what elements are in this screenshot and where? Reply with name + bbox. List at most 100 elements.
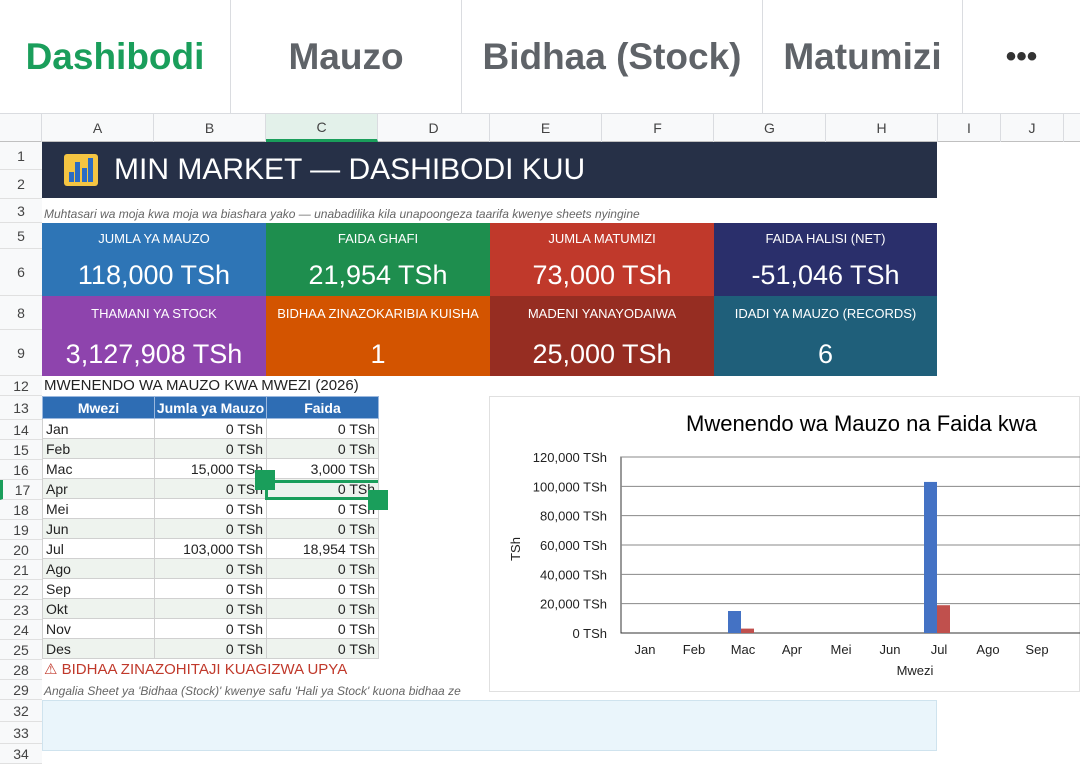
column-header-i[interactable]: I	[938, 114, 1001, 142]
cell-month[interactable]: Sep	[42, 578, 155, 599]
select-all-corner[interactable]	[0, 114, 42, 142]
cell-month[interactable]: Feb	[42, 438, 155, 459]
row-header[interactable]: 12	[0, 376, 42, 396]
column-header-j[interactable]: J	[1001, 114, 1064, 142]
cell-month[interactable]: Des	[42, 638, 155, 659]
row-header[interactable]: 21	[0, 560, 42, 580]
cell-profit[interactable]: 0 TSh	[266, 438, 379, 459]
row-header[interactable]: 22	[0, 580, 42, 600]
column-header-c[interactable]: C	[266, 114, 378, 142]
row-header[interactable]: 2	[0, 170, 42, 199]
column-header-f[interactable]: F	[602, 114, 714, 142]
row-header[interactable]: 19	[0, 520, 42, 540]
cell-month[interactable]: Nov	[42, 618, 155, 639]
cell-month[interactable]: Apr	[42, 478, 155, 499]
cell-profit[interactable]: 0 TSh	[266, 638, 379, 659]
cell-month[interactable]: Mac	[42, 458, 155, 479]
column-header-e[interactable]: E	[490, 114, 602, 142]
cell-sales[interactable]: 0 TSh	[154, 558, 267, 579]
row-header[interactable]: 15	[0, 440, 42, 460]
row-header[interactable]: 23	[0, 600, 42, 620]
cell-profit[interactable]: 18,954 TSh	[266, 538, 379, 559]
cell-month[interactable]: Okt	[42, 598, 155, 619]
reorder-warning-note[interactable]: Angalia Sheet ya 'Bidhaa (Stock)' kwenye…	[44, 684, 461, 698]
reorder-list-area[interactable]	[42, 700, 937, 751]
kpi-card-bidhaa-karibia-kuisha[interactable]: BIDHAA ZINAZOKARIBIA KUISHA 1	[266, 296, 490, 376]
cell-sales[interactable]: 0 TSh	[154, 438, 267, 459]
row-header[interactable]: 5	[0, 223, 42, 249]
row-header[interactable]: 9	[0, 330, 42, 376]
cell-sales[interactable]: 0 TSh	[154, 598, 267, 619]
cell-month[interactable]: Ago	[42, 558, 155, 579]
table-header[interactable]: Jumla ya Mauzo	[154, 396, 267, 419]
row-header[interactable]: 16	[0, 460, 42, 480]
row-header[interactable]: 1	[0, 142, 42, 170]
selection-handle-right[interactable]	[368, 490, 388, 510]
table-header[interactable]: Faida	[266, 396, 379, 419]
row-header[interactable]: 24	[0, 620, 42, 640]
cell-month[interactable]: Jul	[42, 538, 155, 559]
row-header[interactable]: 6	[0, 249, 42, 296]
row-header[interactable]: 32	[0, 700, 42, 722]
more-tabs-icon[interactable]: •••	[1005, 40, 1038, 73]
chart-bar[interactable]	[741, 628, 754, 633]
cell-sales[interactable]: 0 TSh	[154, 478, 267, 499]
cell-sales[interactable]: 103,000 TSh	[154, 538, 267, 559]
cell-month[interactable]: Mei	[42, 498, 155, 519]
row-header[interactable]: 14	[0, 420, 42, 440]
monthly-section-title[interactable]: MWENENDO WA MAUZO KWA MWEZI (2026)	[44, 377, 359, 394]
cell-sales[interactable]: 0 TSh	[154, 618, 267, 639]
row-header[interactable]: 3	[0, 199, 42, 223]
dashboard-subtitle[interactable]: Muhtasari wa moja kwa moja wa biashara y…	[44, 207, 640, 221]
cell-profit[interactable]: 0 TSh	[266, 518, 379, 539]
row-header[interactable]: 33	[0, 722, 42, 744]
cell-profit[interactable]: 0 TSh	[266, 498, 379, 519]
kpi-card-faida-ghafi[interactable]: FAIDA GHAFI 21,954 TSh	[266, 223, 490, 296]
cell-profit[interactable]: 0 TSh	[266, 598, 379, 619]
row-header[interactable]: 18	[0, 500, 42, 520]
chart-bar[interactable]	[924, 481, 937, 633]
cell-profit[interactable]: 0 TSh	[266, 578, 379, 599]
row-header[interactable]: 29	[0, 680, 42, 700]
cell-profit[interactable]: 0 TSh	[266, 418, 379, 439]
tab-dashibodi[interactable]: Dashibodi	[0, 0, 231, 114]
kpi-card-jumla-matumizi[interactable]: JUMLA MATUMIZI 73,000 TSh	[490, 223, 714, 296]
cell-sales[interactable]: 0 TSh	[154, 578, 267, 599]
cell-selection[interactable]	[265, 480, 378, 500]
row-header[interactable]: 28	[0, 660, 42, 680]
row-header[interactable]: 17	[0, 480, 42, 500]
row-header[interactable]: 20	[0, 540, 42, 560]
cell-profit[interactable]: 0 TSh	[266, 618, 379, 639]
chart-bar[interactable]	[937, 605, 950, 633]
column-header-b[interactable]: B	[154, 114, 266, 142]
cell-sales[interactable]: 0 TSh	[154, 638, 267, 659]
cell-month[interactable]: Jan	[42, 418, 155, 439]
column-header-g[interactable]: G	[714, 114, 826, 142]
cell-sales[interactable]: 0 TSh	[154, 518, 267, 539]
column-header-a[interactable]: A	[42, 114, 154, 142]
table-header[interactable]: Mwezi	[42, 396, 155, 419]
cell-sales[interactable]: 15,000 TSh	[154, 458, 267, 479]
kpi-card-thamani-stock[interactable]: THAMANI YA STOCK 3,127,908 TSh	[42, 296, 266, 376]
chart-bar[interactable]	[728, 611, 741, 633]
column-header-h[interactable]: H	[826, 114, 938, 142]
kpi-card-jumla-mauzo[interactable]: JUMLA YA MAUZO 118,000 TSh	[42, 223, 266, 296]
sales-profit-chart[interactable]: Mwenendo wa Mauzo na Faida kwa TSh Mwezi…	[489, 396, 1080, 692]
kpi-card-faida-halisi[interactable]: FAIDA HALISI (NET) -51,046 TSh	[714, 223, 937, 296]
cell-profit[interactable]: 3,000 TSh	[266, 458, 379, 479]
tab-bidhaa-stock[interactable]: Bidhaa (Stock)	[462, 0, 763, 114]
row-header[interactable]: 13	[0, 396, 42, 420]
selection-handle-left[interactable]	[255, 470, 275, 490]
row-header[interactable]: 8	[0, 296, 42, 330]
tab-matumizi[interactable]: Matumizi	[763, 0, 963, 114]
kpi-card-madeni[interactable]: MADENI YANAYODAIWA 25,000 TSh	[490, 296, 714, 376]
cell-profit[interactable]: 0 TSh	[266, 558, 379, 579]
row-header[interactable]: 25	[0, 640, 42, 660]
column-header-d[interactable]: D	[378, 114, 490, 142]
cell-sales[interactable]: 0 TSh	[154, 418, 267, 439]
cell-month[interactable]: Jun	[42, 518, 155, 539]
reorder-warning-title[interactable]: ⚠ BIDHAA ZINAZOHITAJI KUAGIZWA UPYA	[44, 661, 348, 678]
kpi-card-idadi-mauzo[interactable]: IDADI YA MAUZO (RECORDS) 6	[714, 296, 937, 376]
tab-mauzo[interactable]: Mauzo	[231, 0, 462, 114]
cell-sales[interactable]: 0 TSh	[154, 498, 267, 519]
